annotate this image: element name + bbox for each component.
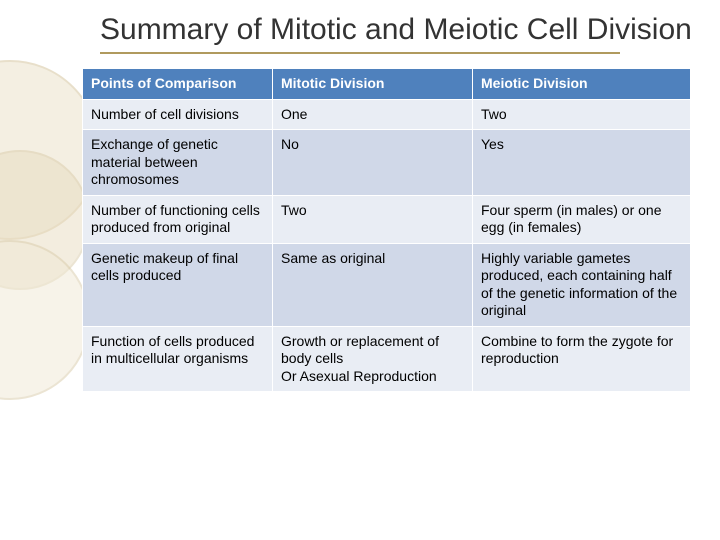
column-header: Meiotic Division — [473, 69, 691, 100]
table-row: Number of cell divisions One Two — [83, 99, 691, 130]
table-region: Points of Comparison Mitotic Division Me… — [0, 54, 720, 392]
table-cell: Two — [273, 195, 473, 243]
table-row: Function of cells produced in multicellu… — [83, 326, 691, 392]
table-cell: No — [273, 130, 473, 196]
table-row: Number of functioning cells produced fro… — [83, 195, 691, 243]
table-cell: Number of functioning cells produced fro… — [83, 195, 273, 243]
table-cell: Function of cells produced in multicellu… — [83, 326, 273, 392]
column-header: Points of Comparison — [83, 69, 273, 100]
table-cell: One — [273, 99, 473, 130]
table-cell: Growth or replacement of body cellsOr As… — [273, 326, 473, 392]
table-cell: Number of cell divisions — [83, 99, 273, 130]
table-cell: Genetic makeup of final cells produced — [83, 243, 273, 326]
table-cell: Four sperm (in males) or one egg (in fem… — [473, 195, 691, 243]
comparison-table: Points of Comparison Mitotic Division Me… — [82, 68, 691, 392]
table-cell: Same as original — [273, 243, 473, 326]
page-title: Summary of Mitotic and Meiotic Cell Divi… — [100, 12, 720, 48]
table-header-row: Points of Comparison Mitotic Division Me… — [83, 69, 691, 100]
table-cell: Highly variable gametes produced, each c… — [473, 243, 691, 326]
table-cell: Exchange of genetic material between chr… — [83, 130, 273, 196]
table-row: Genetic makeup of final cells produced S… — [83, 243, 691, 326]
title-region: Summary of Mitotic and Meiotic Cell Divi… — [0, 0, 720, 54]
table-cell: Yes — [473, 130, 691, 196]
table-cell: Two — [473, 99, 691, 130]
table-row: Exchange of genetic material between chr… — [83, 130, 691, 196]
table-cell: Combine to form the zygote for reproduct… — [473, 326, 691, 392]
column-header: Mitotic Division — [273, 69, 473, 100]
